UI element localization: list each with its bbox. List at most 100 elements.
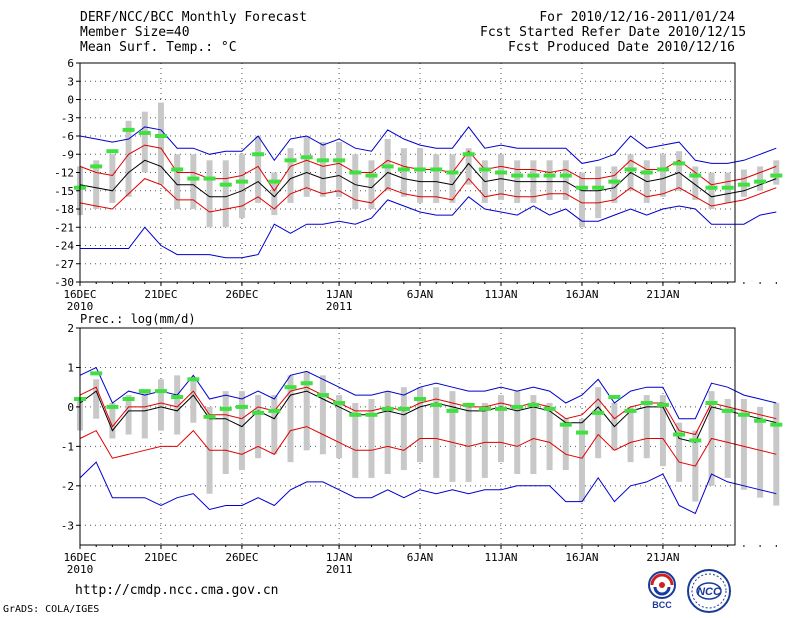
forecast-marker	[478, 406, 491, 411]
member-range-bar	[141, 391, 148, 439]
forecast-marker	[235, 404, 248, 409]
ncc-logo-text: NCC	[697, 586, 722, 598]
member-range-bar	[222, 391, 229, 474]
forecast-marker	[381, 406, 394, 411]
y-tick-label: -2	[61, 480, 74, 493]
member-range-bar	[530, 395, 537, 474]
x-tick-label: 26DEC	[225, 551, 258, 564]
forecast-marker	[770, 173, 783, 178]
x-tick-label: 11JAN	[484, 551, 517, 564]
forecast-marker	[171, 395, 184, 400]
member-range-bar	[206, 160, 213, 228]
member-range-bar	[255, 395, 262, 459]
member-range-bar	[238, 154, 245, 219]
forecast-marker	[365, 173, 378, 178]
member-range-bar	[287, 375, 294, 463]
y-tick-label: 1	[67, 361, 74, 374]
forecast-marker	[705, 185, 718, 190]
member-range-bar	[336, 142, 343, 197]
x-tick-year-label: 2011	[326, 563, 353, 576]
forecast-marker	[446, 408, 459, 413]
forecast-marker	[122, 127, 135, 132]
member-range-bar	[514, 391, 521, 474]
member-range-bar	[255, 136, 262, 203]
forecast-marker	[592, 410, 605, 415]
forecast-marker	[316, 393, 329, 398]
forecast-marker	[575, 430, 588, 435]
forecast-marker	[381, 164, 394, 169]
member-range-bar	[578, 418, 585, 502]
series-line-min	[79, 461, 777, 515]
forecast-marker	[138, 130, 151, 135]
member-range-bar	[190, 379, 197, 423]
member-range-bar	[692, 166, 699, 200]
forecast-marker	[656, 402, 669, 407]
member-range-bar	[384, 391, 391, 474]
y-tick-label: 0	[67, 401, 74, 414]
y-tick-label: 2	[67, 322, 74, 335]
series-line-max	[79, 126, 777, 164]
forecast-marker	[90, 164, 103, 169]
forecast-marker	[527, 173, 540, 178]
header-period: For 2010/12/16-2011/01/24	[539, 10, 735, 25]
member-range-bar	[757, 406, 764, 498]
member-range-bar	[643, 395, 650, 459]
forecast-marker	[349, 412, 362, 417]
y-tick-label: -1	[61, 440, 74, 453]
member-range-bar	[611, 166, 618, 203]
ncc-logo: NCC	[687, 569, 731, 613]
plot-frame	[79, 327, 736, 546]
forecast-marker	[154, 134, 167, 138]
forecast-marker	[333, 400, 346, 405]
x-tick-label: 26DEC	[225, 288, 258, 301]
member-range-bar	[546, 402, 553, 471]
x-tick-label: 11JAN	[484, 288, 517, 301]
forecast-marker	[608, 179, 621, 184]
member-range-bar	[368, 399, 375, 478]
member-range-bar	[352, 154, 359, 209]
forecast-marker	[333, 158, 346, 163]
footer-url[interactable]: http://cmdp.ncc.cma.gov.cn	[75, 583, 279, 598]
header-left: DERF/NCC/BCC Monthly Forecast Member Siz…	[80, 10, 307, 55]
series-line-min	[80, 196, 777, 259]
y-tick-label: -3	[61, 519, 74, 532]
forecast-marker	[284, 158, 297, 163]
member-range-bar	[125, 395, 132, 435]
forecast-marker	[284, 385, 297, 390]
forecast-marker	[430, 402, 443, 407]
member-range-bar	[773, 160, 780, 185]
series-line-upper	[79, 386, 777, 436]
member-range-bar	[287, 148, 294, 203]
member-range-bar	[724, 399, 731, 478]
member-range-bar	[659, 395, 666, 467]
member-range-bar	[271, 395, 278, 455]
x-tick-year-label: 2010	[67, 563, 94, 576]
header-produced-date: Fcst Produced Date 2010/12/16	[508, 40, 735, 55]
forecast-marker	[187, 377, 200, 382]
member-range-bar	[498, 395, 505, 463]
forecast-marker	[106, 404, 119, 409]
series-line-mean	[79, 390, 777, 443]
forecast-marker	[495, 170, 508, 175]
forecast-marker	[138, 389, 151, 394]
member-range-bar	[174, 154, 181, 209]
forecast-marker	[349, 170, 362, 175]
header-start-date: Fcst Started Refer Date 2010/12/15	[480, 25, 747, 40]
member-range-bar	[417, 148, 424, 203]
forecast-marker	[187, 176, 200, 181]
forecast-marker	[511, 404, 524, 409]
x-tick-label: 16DEC	[63, 288, 96, 301]
member-range-bar	[109, 402, 116, 439]
forecast-marker	[106, 149, 119, 154]
forecast-marker	[640, 400, 653, 405]
forecast-marker	[608, 395, 621, 400]
member-range-bar	[740, 399, 747, 490]
forecast-marker	[235, 179, 248, 184]
forecast-marker	[397, 167, 410, 172]
member-range-bar	[465, 402, 472, 482]
forecast-marker	[737, 182, 750, 187]
precip-panel-title: Prec.: log(mm/d)	[80, 312, 196, 326]
y-tick-label: -3	[61, 112, 74, 125]
